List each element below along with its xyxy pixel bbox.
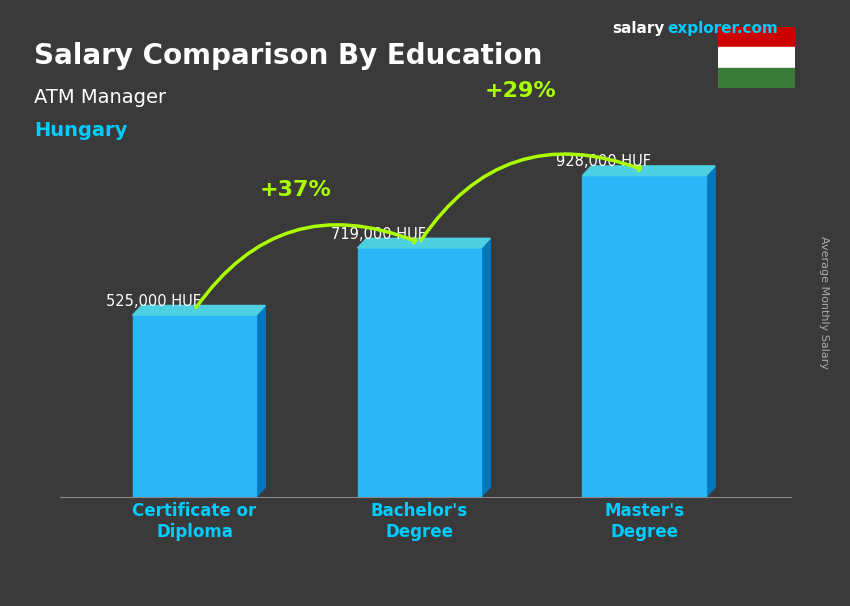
Polygon shape — [706, 166, 715, 497]
Text: +29%: +29% — [484, 81, 557, 101]
Text: Average Monthly Salary: Average Monthly Salary — [819, 236, 829, 370]
Text: 525,000 HUF: 525,000 HUF — [106, 294, 201, 309]
Text: 719,000 HUF: 719,000 HUF — [332, 227, 427, 242]
Text: salary: salary — [612, 21, 665, 36]
Bar — [582, 176, 706, 497]
Bar — [718, 68, 795, 88]
Bar — [718, 47, 795, 68]
Bar — [358, 248, 481, 497]
Text: 928,000 HUF: 928,000 HUF — [556, 155, 651, 169]
Bar — [718, 27, 795, 47]
Bar — [133, 315, 257, 497]
Polygon shape — [133, 305, 265, 315]
Text: Salary Comparison By Education: Salary Comparison By Education — [34, 42, 542, 70]
Polygon shape — [481, 238, 490, 497]
Text: Hungary: Hungary — [34, 121, 127, 140]
Polygon shape — [582, 166, 715, 176]
Text: ATM Manager: ATM Manager — [34, 88, 166, 107]
Polygon shape — [358, 238, 490, 248]
Polygon shape — [257, 305, 265, 497]
Text: explorer.com: explorer.com — [667, 21, 778, 36]
Text: +37%: +37% — [260, 179, 332, 199]
